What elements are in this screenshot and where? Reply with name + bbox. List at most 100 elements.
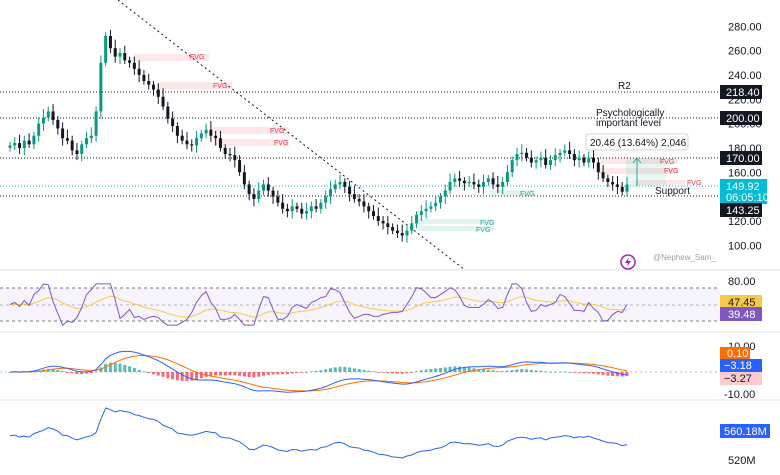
candle-body[interactable] — [209, 129, 213, 136]
candle-body[interactable] — [214, 135, 218, 139]
candle-body[interactable] — [281, 202, 285, 209]
candle-body[interactable] — [218, 138, 222, 148]
candle-body[interactable] — [271, 190, 275, 197]
candle-body[interactable] — [391, 227, 395, 231]
candle-body[interactable] — [496, 184, 500, 187]
candle-body[interactable] — [314, 206, 318, 209]
candle-body[interactable] — [429, 206, 433, 209]
fvg-zone[interactable] — [157, 82, 232, 89]
candle-body[interactable] — [343, 181, 347, 187]
candle-body[interactable] — [75, 150, 79, 155]
candle-body[interactable] — [161, 96, 165, 107]
macd-signal-line[interactable] — [10, 354, 628, 392]
candle-body[interactable] — [467, 181, 471, 184]
candle-body[interactable] — [300, 208, 304, 214]
candle-body[interactable] — [477, 184, 481, 187]
candle-body[interactable] — [94, 111, 98, 136]
obv-line[interactable] — [9, 407, 628, 459]
candle-body[interactable] — [199, 133, 203, 139]
candle-body[interactable] — [568, 150, 572, 155]
candle-body[interactable] — [123, 53, 127, 61]
candle-body[interactable] — [13, 143, 17, 146]
candle-body[interactable] — [309, 206, 313, 212]
candle-body[interactable] — [529, 157, 533, 163]
candle-body[interactable] — [601, 172, 605, 179]
candle-body[interactable] — [22, 140, 26, 148]
candle-body[interactable] — [611, 181, 615, 185]
candle-body[interactable] — [128, 60, 132, 63]
candle-body[interactable] — [290, 206, 294, 212]
candle-body[interactable] — [458, 178, 462, 181]
candle-body[interactable] — [51, 111, 55, 120]
candle-body[interactable] — [113, 48, 117, 57]
candle-body[interactable] — [563, 150, 567, 153]
candle-body[interactable] — [386, 223, 390, 228]
candle-body[interactable] — [553, 155, 557, 161]
candle-body[interactable] — [242, 172, 246, 185]
candle-body[interactable] — [558, 152, 562, 156]
candle-body[interactable] — [175, 126, 179, 136]
fvg-zone[interactable] — [635, 180, 685, 185]
candle-body[interactable] — [104, 35, 108, 63]
candle-body[interactable] — [156, 89, 160, 97]
candle-body[interactable] — [400, 233, 404, 236]
candle-body[interactable] — [352, 194, 356, 200]
candle-body[interactable] — [32, 135, 36, 145]
candle-body[interactable] — [89, 135, 93, 139]
candle-body[interactable] — [544, 157, 548, 165]
candle-body[interactable] — [319, 202, 323, 209]
candle-body[interactable] — [37, 123, 41, 136]
candle-body[interactable] — [147, 81, 151, 85]
candle-body[interactable] — [419, 211, 423, 215]
candle-body[interactable] — [257, 190, 261, 200]
fvg-zone[interactable] — [214, 139, 289, 146]
candle-body[interactable] — [137, 68, 141, 75]
macd-histogram[interactable] — [8, 362, 629, 381]
candle-body[interactable] — [228, 154, 232, 156]
candle-body[interactable] — [424, 208, 428, 212]
candle-body[interactable] — [577, 157, 581, 161]
candle-body[interactable] — [238, 160, 242, 173]
candles-group[interactable] — [8, 29, 629, 243]
candle-body[interactable] — [438, 196, 442, 203]
candle-body[interactable] — [295, 206, 299, 209]
candle-body[interactable] — [328, 189, 332, 197]
candle-body[interactable] — [448, 181, 452, 191]
candle-body[interactable] — [592, 157, 596, 163]
candle-body[interactable] — [582, 157, 586, 163]
candle-body[interactable] — [501, 181, 505, 187]
candle-body[interactable] — [415, 214, 419, 224]
candle-body[interactable] — [151, 84, 155, 90]
candle-body[interactable] — [99, 62, 103, 112]
candle-body[interactable] — [285, 208, 289, 212]
candle-body[interactable] — [70, 140, 74, 151]
candle-body[interactable] — [166, 106, 170, 119]
candle-body[interactable] — [587, 157, 591, 163]
candle-body[interactable] — [505, 172, 509, 182]
candle-body[interactable] — [443, 190, 447, 197]
candle-body[interactable] — [252, 194, 256, 200]
candle-body[interactable] — [596, 162, 600, 173]
candle-body[interactable] — [171, 118, 175, 127]
candle-body[interactable] — [453, 178, 457, 182]
fvg-zone[interactable] — [490, 190, 535, 196]
candle-body[interactable] — [534, 160, 538, 163]
candle-body[interactable] — [615, 184, 619, 187]
candle-body[interactable] — [333, 184, 337, 190]
candle-body[interactable] — [362, 201, 366, 207]
candle-body[interactable] — [118, 53, 122, 57]
candle-body[interactable] — [85, 138, 89, 145]
candle-body[interactable] — [472, 181, 476, 185]
candle-body[interactable] — [46, 111, 50, 118]
candle-body[interactable] — [539, 157, 543, 161]
measure-box[interactable] — [626, 158, 666, 186]
fvg-zone[interactable] — [418, 226, 494, 231]
candle-body[interactable] — [261, 184, 265, 191]
candle-body[interactable] — [108, 35, 112, 49]
candle-body[interactable] — [132, 62, 136, 69]
candle-body[interactable] — [348, 186, 352, 195]
candle-body[interactable] — [572, 154, 576, 161]
candle-body[interactable] — [482, 181, 486, 187]
candle-body[interactable] — [405, 230, 409, 236]
